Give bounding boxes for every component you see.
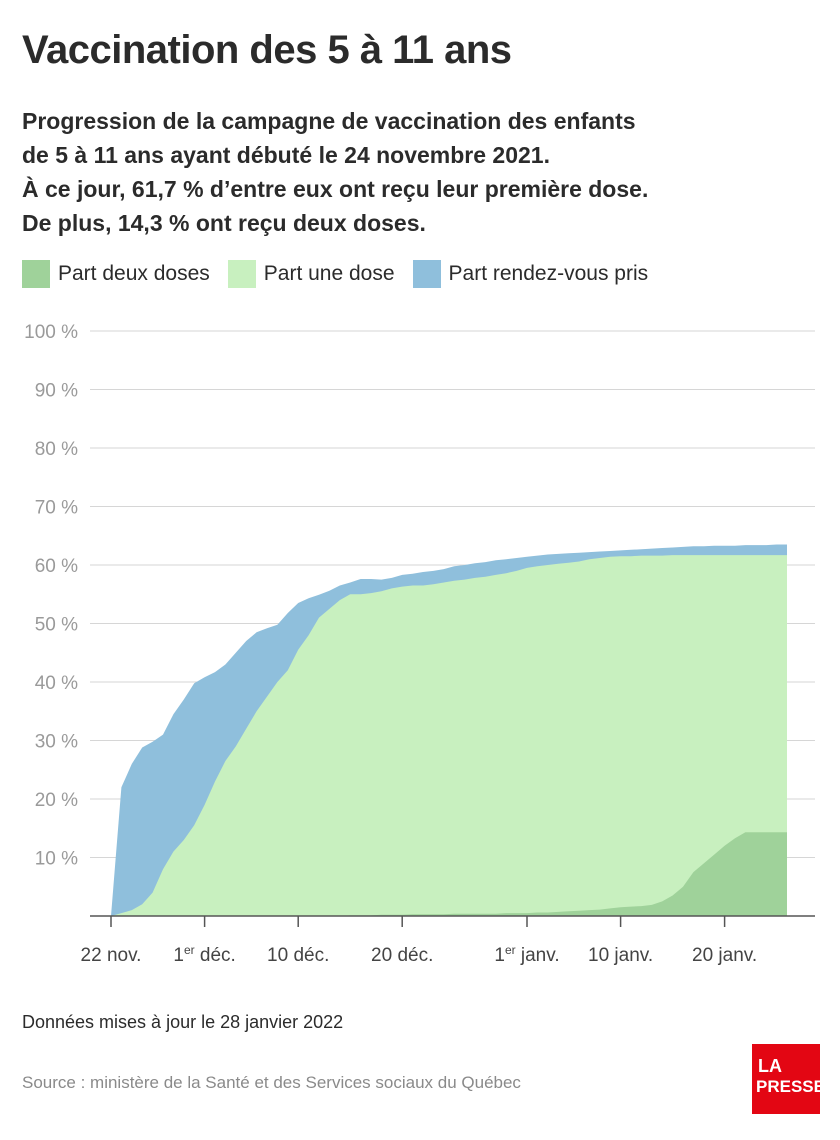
- subtitle-line: À ce jour, 61,7 % d’entre eux ont reçu l…: [22, 176, 649, 202]
- y-tick-label: 10 %: [35, 849, 78, 870]
- la-presse-logo: LA PRESSE: [752, 1044, 825, 1114]
- x-tick-label: 22 nov.: [81, 945, 142, 966]
- area-series: [111, 832, 787, 916]
- y-tick-label: 90 %: [35, 381, 78, 402]
- x-tick-label: 1er déc.: [173, 943, 235, 966]
- svg-text:PRESSE: PRESSE: [756, 1077, 820, 1096]
- legend-label: Part une dose: [263, 262, 395, 285]
- legend-label: Part rendez-vous pris: [448, 262, 649, 285]
- y-tick-label: 80 %: [35, 439, 78, 460]
- y-tick-label: 100 %: [24, 322, 78, 343]
- y-tick-label: 70 %: [35, 498, 78, 519]
- source-note: Source : ministère de la Santé et des Se…: [22, 1073, 521, 1092]
- legend-swatch-une-dose: [227, 260, 256, 288]
- subtitle-line: De plus, 14,3 % ont reçu deux doses.: [22, 210, 426, 236]
- la-presse-logo-mark: LA PRESSE: [756, 1056, 825, 1096]
- x-tick-label: 20 janv.: [692, 945, 757, 966]
- x-tick-label: 10 déc.: [267, 945, 329, 966]
- y-tick-label: 50 %: [35, 615, 78, 636]
- legend-item-rendez-vous: Part rendez-vous pris: [412, 260, 649, 288]
- y-tick-label: 30 %: [35, 732, 78, 753]
- x-tick-label: 10 janv.: [588, 945, 653, 966]
- y-tick-label: 60 %: [35, 556, 78, 577]
- area-chart: 10 % 20 % 30 % 40 % 50 % 60 % 70 % 80 % 90 % 100 …: [24, 322, 815, 966]
- area-series: [111, 555, 787, 916]
- x-tick-label: 20 déc.: [371, 945, 433, 966]
- y-tick-label: 20 %: [35, 790, 78, 811]
- legend-item-une-dose: Part une dose: [227, 260, 395, 288]
- subtitle-line: Progression de la campagne de vaccinatio…: [22, 108, 636, 134]
- chart-title: Vaccination des 5 à 11 ans: [22, 28, 512, 72]
- x-tick-label: 1er janv.: [494, 943, 559, 966]
- y-tick-label: 40 %: [35, 673, 78, 694]
- update-note: Données mises à jour le 28 janvier 2022: [22, 1012, 344, 1032]
- subtitle-line: de 5 à 11 ans ayant débuté le 24 novembr…: [22, 142, 550, 168]
- legend-swatch-deux-doses: [22, 260, 50, 288]
- chart-legend: Part deux doses Part une dose Part rende…: [22, 260, 648, 288]
- chart-subtitle: Progression de la campagne de vaccinatio…: [22, 104, 648, 240]
- legend-item-deux-doses: Part deux doses: [22, 260, 210, 288]
- legend-label: Part deux doses: [58, 262, 210, 285]
- svg-text:LA: LA: [758, 1056, 782, 1076]
- legend-swatch-rendez-vous: [412, 260, 441, 288]
